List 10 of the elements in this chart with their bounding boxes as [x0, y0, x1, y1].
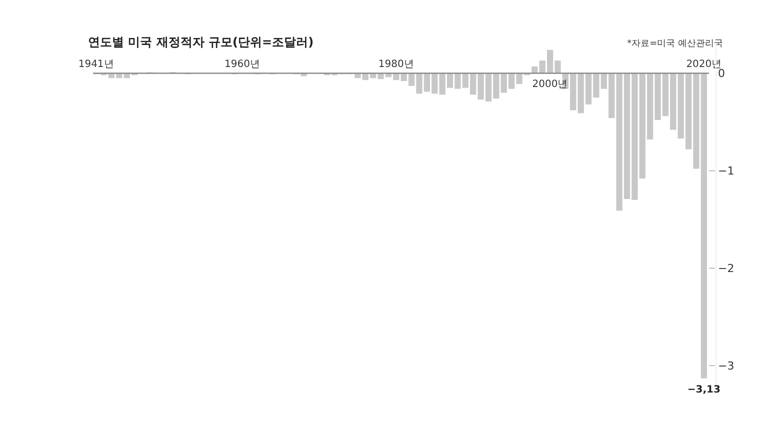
x-tick-label: 1941년	[78, 59, 114, 70]
x-tick-label: 2000년	[532, 79, 568, 90]
x-tick-label: 1960년	[224, 59, 260, 70]
y-tick-label: −2	[718, 262, 734, 276]
data-label: −3,13	[687, 384, 720, 396]
x-tick-label: 1980년	[378, 59, 414, 70]
chart-title: 연도별 미국 재정적자 규모(단위=조달러)	[88, 35, 314, 49]
annotation: *자료=미국 예산관리국	[627, 39, 723, 49]
y-tick-label: −1	[718, 164, 734, 178]
y-tick-label: −3	[718, 360, 734, 373]
